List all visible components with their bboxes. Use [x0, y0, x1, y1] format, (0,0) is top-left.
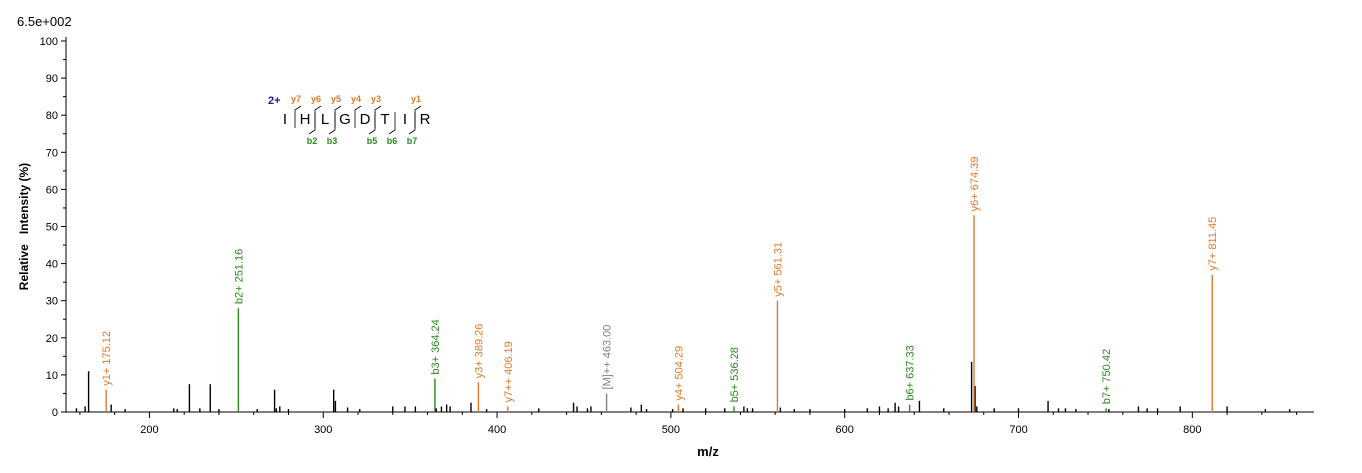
peak-label-y: y7+ 811.45 [1207, 217, 1219, 271]
y-axis-title: Relative Intensity (%) [17, 163, 31, 290]
residue-letter: G [339, 111, 351, 128]
peak-label-b: b6+ 637.33 [905, 345, 917, 400]
b-ion-label: b7 [407, 136, 418, 146]
peak-label-b: b5+ 536.28 [729, 347, 741, 402]
y-tick-label: 30 [46, 296, 58, 308]
b-ion-label: b5 [367, 136, 378, 146]
peak-label-y: y7++ 406.19 [503, 341, 515, 402]
y-tick-label: 0 [52, 407, 58, 419]
x-tick-label: 700 [1009, 424, 1027, 436]
peak-label-y: y5+ 561.31 [772, 242, 784, 297]
y-tick-label: 20 [46, 333, 58, 345]
x-tick-label: 600 [836, 424, 854, 436]
peak-label-y: y1+ 175.12 [101, 331, 113, 386]
peak-label-b: b3+ 364.24 [430, 319, 442, 374]
b-ion-label: b3 [327, 136, 338, 146]
peak-label-y: y6+ 674.39 [969, 157, 981, 212]
peak-label-b: b7+ 750.42 [1101, 349, 1113, 404]
x-tick-label: 800 [1183, 424, 1201, 436]
y-ion-label: y5 [331, 94, 341, 104]
y-ion-label: y3 [371, 94, 381, 104]
y-ion-label: y4 [351, 94, 361, 104]
x-tick-label: 500 [662, 424, 680, 436]
charge-state-label: 2+ [268, 95, 281, 107]
y-ion-label: y1 [411, 94, 421, 104]
y-tick-label: 60 [46, 184, 58, 196]
residue-letter: I [403, 111, 407, 128]
y-ion-label: y6 [311, 94, 321, 104]
y-ion-label: y7 [291, 94, 301, 104]
peak-label-precursor: [M]++ 463.00 [602, 325, 614, 390]
b-cleavage-mark [328, 112, 336, 135]
residue-letter: L [321, 111, 329, 128]
x-tick-label: 400 [488, 424, 506, 436]
residue-letter: D [360, 111, 371, 128]
b-cleavage-mark [368, 112, 376, 135]
y-tick-label: 100 [40, 36, 58, 48]
y-cleavage-mark [294, 105, 302, 128]
residue-letter: T [380, 111, 389, 128]
y-tick-label: 10 [46, 370, 58, 382]
y-tick-label: 90 [46, 73, 58, 85]
y-cleavage-mark [354, 105, 362, 128]
x-axis-title: m/z [697, 444, 719, 459]
x-tick-label: 200 [140, 424, 158, 436]
residue-letter: I [283, 111, 287, 128]
y-tick-label: 50 [46, 222, 58, 234]
y-tick-label: 40 [46, 259, 58, 271]
max-intensity-label: 6.5e+002 [17, 14, 72, 29]
y-tick-label: 70 [46, 147, 58, 159]
b-cleavage-mark [388, 112, 396, 135]
b-ion-label: b2 [307, 136, 318, 146]
b-cleavage-mark [408, 112, 416, 135]
residue-letter: H [300, 111, 311, 128]
peak-label-b: b2+ 251.16 [233, 249, 245, 304]
y-tick-label: 80 [46, 110, 58, 122]
peak-label-y: y4+ 504.29 [673, 346, 685, 401]
residue-letter: R [420, 111, 431, 128]
b-ion-label: b6 [387, 136, 398, 146]
peak-label-y: y3+ 389.26 [473, 324, 485, 379]
x-tick-label: 300 [314, 424, 332, 436]
b-cleavage-mark [308, 112, 316, 135]
